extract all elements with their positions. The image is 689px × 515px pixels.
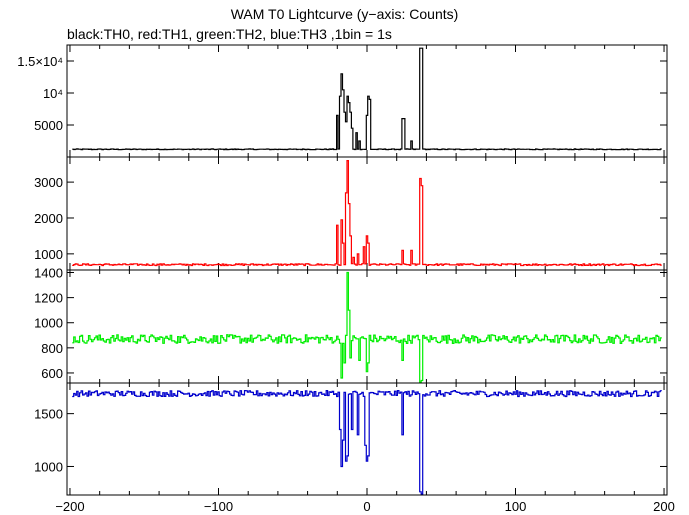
panel-frame	[66, 44, 668, 158]
y-tick-label: 1200	[34, 291, 63, 306]
y-tick-label: 1000	[34, 459, 63, 474]
x-tick-label: 0	[363, 499, 370, 514]
y-tick-label: 600	[41, 366, 63, 381]
y-tick-label: 1400	[34, 266, 63, 281]
panel-frame	[66, 382, 668, 496]
y-tick-label: 10⁴	[43, 86, 63, 101]
panel-th3: 1000 1500	[34, 382, 668, 496]
panels-group: 5000 10⁴ 1.5×10⁴ 1000 2000 3000 600 800 1000 1200…	[17, 44, 668, 496]
x-tick-label: 200	[653, 499, 675, 514]
y-tick-label: 1000	[34, 247, 63, 262]
series-line-th0	[72, 47, 662, 151]
y-tick-label: 1500	[34, 407, 63, 422]
x-tick-label: 100	[505, 499, 527, 514]
x-tick-label: −200	[55, 499, 84, 514]
chart-title: WAM T0 Lightcurve (y−axis: Counts)	[230, 6, 459, 22]
panel-th1: 1000 2000 3000	[34, 156, 668, 271]
panel-th0: 5000 10⁴ 1.5×10⁴	[17, 44, 668, 158]
x-axis: −200 −100 0 100 200	[55, 499, 675, 514]
y-tick-label: 2000	[34, 211, 63, 226]
y-tick-label: 800	[41, 341, 63, 356]
panel-frame	[66, 156, 668, 271]
panel-frame	[66, 269, 668, 384]
series-line-th1	[72, 160, 662, 267]
x-tick-label: −100	[204, 499, 233, 514]
series-line-th3	[72, 390, 662, 495]
y-tick-label: 1000	[34, 316, 63, 331]
y-tick-label: 5000	[34, 118, 63, 133]
y-tick-label: 1.5×10⁴	[17, 54, 63, 69]
y-tick-label: 3000	[34, 175, 63, 190]
series-line-th2	[72, 271, 662, 383]
panel-th2: 600 800 1000 1200 1400	[34, 266, 668, 384]
chart-subtitle: black:TH0, red:TH1, green:TH2, blue:TH3 …	[67, 26, 392, 42]
